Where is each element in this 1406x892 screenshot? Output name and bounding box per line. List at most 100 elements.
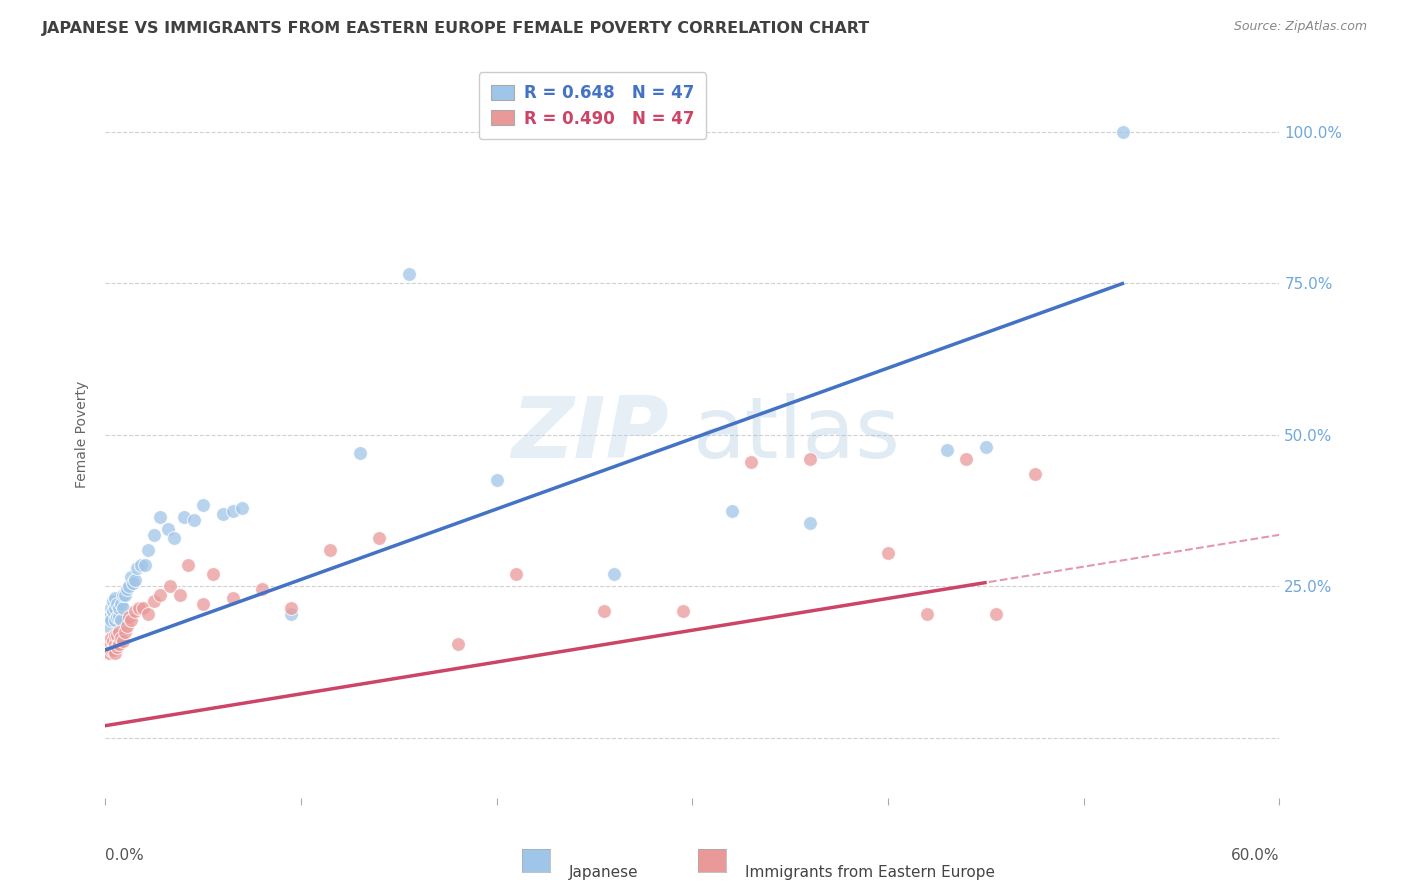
Point (183, 513, 205, 527)
Text: ZIP: ZIP (512, 393, 669, 476)
Point (193, 498, 215, 512)
Point (128, 600, 150, 615)
Point (108, 624, 131, 639)
Point (485, 473, 508, 487)
Point (104, 591, 127, 606)
Point (672, 603, 695, 617)
Point (112, 600, 135, 615)
Point (110, 631, 132, 645)
Point (129, 558, 152, 573)
Point (104, 628, 127, 642)
Point (105, 628, 128, 642)
Point (104, 637, 127, 651)
Point (143, 528, 166, 542)
Point (505, 567, 527, 582)
Point (108, 609, 131, 624)
Point (103, 603, 125, 617)
Point (100, 613, 122, 627)
Point (98, 609, 121, 624)
Point (120, 570, 142, 584)
Point (163, 531, 186, 545)
Point (124, 603, 146, 617)
Point (100, 643, 122, 657)
Point (104, 613, 127, 627)
Text: Japanese: Japanese (569, 865, 638, 880)
Legend: R = 0.648   N = 47, R = 0.490   N = 47: R = 0.648 N = 47, R = 0.490 N = 47 (479, 72, 706, 139)
Point (114, 588, 136, 602)
Point (143, 594, 166, 608)
Point (104, 646, 127, 660)
Point (118, 579, 141, 593)
Point (125, 561, 148, 575)
Point (221, 503, 243, 517)
Point (280, 600, 302, 615)
Point (112, 633, 135, 648)
Point (138, 543, 160, 558)
Point (103, 643, 125, 657)
Point (149, 509, 172, 524)
Point (915, 607, 938, 621)
Text: Immigrants from Eastern Europe: Immigrants from Eastern Europe (745, 865, 995, 880)
Y-axis label: Female Poverty: Female Poverty (76, 381, 90, 489)
Point (202, 567, 225, 582)
Point (105, 609, 128, 624)
Point (104, 600, 127, 615)
Point (398, 268, 420, 282)
Point (105, 598, 128, 612)
Point (955, 452, 977, 467)
Point (115, 618, 138, 632)
Point (720, 503, 742, 517)
Text: 60.0%: 60.0% (1232, 847, 1279, 863)
Point (108, 637, 131, 651)
Point (593, 603, 616, 617)
Point (108, 600, 131, 615)
Point (250, 582, 273, 597)
Point (134, 558, 156, 573)
Text: Source: ZipAtlas.com: Source: ZipAtlas.com (1233, 20, 1367, 33)
Point (221, 591, 243, 606)
Point (124, 573, 146, 587)
Point (349, 446, 371, 460)
Point (169, 588, 191, 602)
Point (110, 598, 132, 612)
Point (877, 546, 900, 560)
Point (118, 609, 141, 624)
Point (974, 440, 997, 454)
Point (120, 613, 142, 627)
Point (121, 576, 143, 591)
Point (193, 598, 215, 612)
Point (211, 507, 233, 521)
Point (231, 500, 253, 515)
Point (368, 531, 391, 545)
Point (799, 516, 821, 530)
Point (1024, 467, 1046, 482)
Point (131, 600, 153, 615)
Point (603, 567, 626, 582)
Point (114, 624, 136, 639)
Point (103, 633, 125, 648)
Point (96, 643, 118, 657)
Point (115, 582, 138, 597)
Point (96, 637, 118, 651)
Point (138, 607, 160, 621)
Point (157, 522, 180, 536)
Point (280, 607, 302, 621)
Point (935, 442, 957, 457)
Point (149, 588, 172, 602)
Point (799, 452, 821, 467)
Point (173, 509, 195, 524)
Point (740, 455, 762, 469)
Point (1112, 125, 1135, 139)
Point (984, 607, 1007, 621)
Point (100, 631, 122, 645)
Point (112, 588, 135, 602)
Point (176, 558, 198, 573)
Point (446, 637, 468, 651)
Point (100, 600, 122, 615)
Point (319, 543, 342, 558)
Point (96, 618, 118, 632)
Point (110, 613, 132, 627)
Text: atlas: atlas (692, 393, 900, 476)
Point (159, 579, 181, 593)
Text: 0.0%: 0.0% (105, 847, 145, 863)
